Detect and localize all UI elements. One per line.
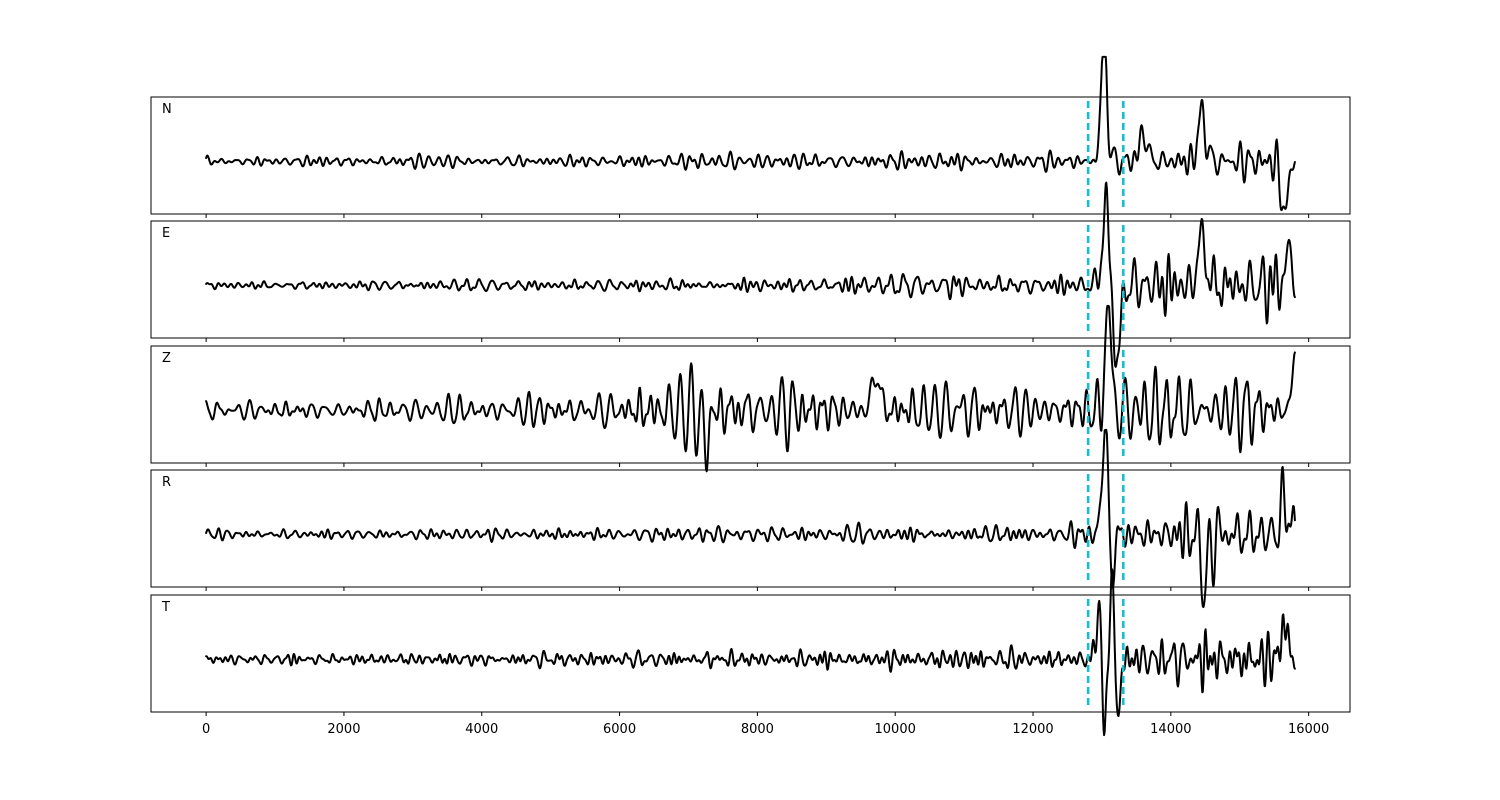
x-tick-label: 6000 bbox=[603, 722, 636, 737]
panel-z: Z bbox=[150, 304, 1351, 473]
waveform-line bbox=[205, 568, 1296, 737]
waveform-line bbox=[205, 181, 1296, 368]
shared-x-axis: 0 2000 4000 6000 8000 10000 12000 14000 16000 bbox=[202, 722, 1329, 737]
panel-label: Z bbox=[162, 351, 171, 366]
panel-t: T bbox=[150, 568, 1351, 737]
panel-n: N bbox=[150, 55, 1351, 218]
x-tick-label: 12000 bbox=[1012, 722, 1053, 737]
waveform-line bbox=[205, 304, 1296, 473]
x-tick-label: 10000 bbox=[875, 722, 916, 737]
panel-frame bbox=[150, 96, 1351, 215]
panel-e: E bbox=[150, 181, 1351, 368]
panel-frame bbox=[150, 594, 1351, 713]
x-tick-label: 14000 bbox=[1150, 722, 1191, 737]
panel-label: T bbox=[161, 600, 170, 615]
x-tick-label: 0 bbox=[202, 722, 210, 737]
panel-label: E bbox=[162, 226, 170, 241]
panel-label: N bbox=[162, 102, 172, 117]
panel-label: R bbox=[162, 475, 171, 490]
x-tick-label: 16000 bbox=[1288, 722, 1329, 737]
x-tick-label: 2000 bbox=[327, 722, 360, 737]
waveform-line bbox=[205, 55, 1296, 212]
x-tick-label: 8000 bbox=[741, 722, 774, 737]
trace-panels: N E Z R T bbox=[150, 55, 1351, 737]
panel-frame bbox=[150, 345, 1351, 464]
x-tick-label: 4000 bbox=[465, 722, 498, 737]
panel-frame bbox=[150, 469, 1351, 588]
panel-frame bbox=[150, 220, 1351, 339]
